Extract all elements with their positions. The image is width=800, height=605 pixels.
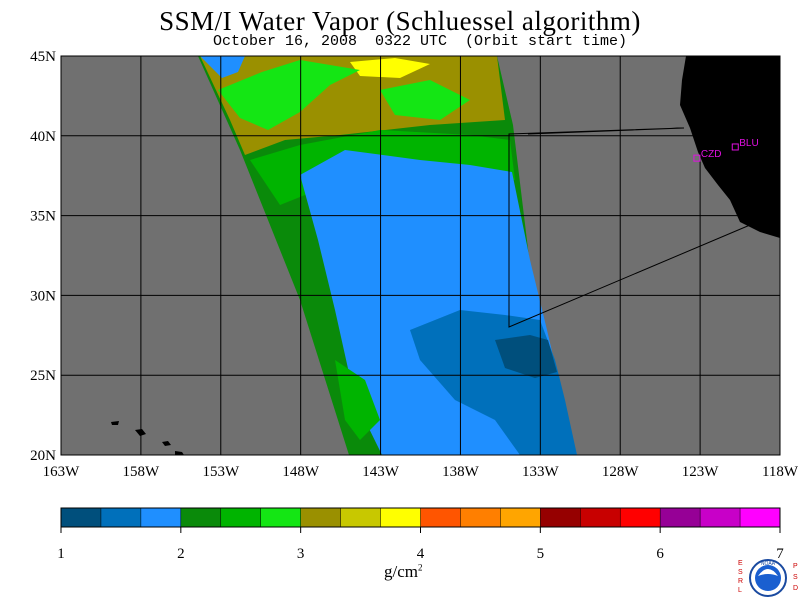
esrl-letter: L [738, 587, 742, 594]
color-bar-tick-label: 6 [656, 546, 664, 562]
color-bar [60, 507, 781, 528]
longitude-label: 153W [202, 464, 240, 480]
color-bar-segment [260, 508, 302, 527]
station-marker-icon [693, 154, 701, 162]
color-bar-segment [180, 508, 222, 527]
color-bar-segment [660, 508, 701, 527]
longitude-label: 158W [123, 464, 161, 480]
logo-text: NOAA [761, 561, 776, 567]
swath-core-darkest [495, 335, 557, 378]
color-bar-tick-label: 1 [57, 546, 65, 562]
esrl-letter: R [738, 578, 743, 585]
psd-letter: P [793, 563, 798, 570]
color-bar-segment [140, 508, 182, 527]
latitude-label: 45N [30, 49, 56, 65]
longitude-label: 163W [43, 464, 81, 480]
latitude-label: 20N [30, 448, 56, 464]
units-label: g/cm [384, 562, 418, 581]
station-label: CZD [701, 149, 722, 160]
map-plot-area: CZD BLU [61, 56, 780, 455]
latitude-label: 30N [30, 288, 56, 304]
longitude-label: 138W [442, 464, 480, 480]
latitude-label: 35N [30, 209, 56, 225]
color-bar-segment [420, 508, 461, 527]
color-bar-segment [700, 508, 741, 527]
color-bar-units: g/cm2 [384, 562, 423, 582]
color-bar-tick-label: 3 [297, 546, 305, 562]
color-bar-tick-label: 4 [417, 546, 425, 562]
longitude-label: 133W [522, 464, 560, 480]
swath-edge-blue-north [200, 56, 245, 78]
color-bar-segment [620, 508, 661, 527]
color-bar-segment [340, 508, 382, 527]
swath-edge-green-south [335, 360, 380, 440]
island-hawaii-3 [162, 441, 171, 446]
longitude-label: 118W [762, 464, 799, 480]
color-bar-segment [380, 508, 421, 527]
latitude-label: 25N [30, 368, 56, 384]
color-bar-segment [500, 508, 541, 527]
land-masses [111, 56, 780, 455]
map-subtitle: October 16, 2008 0322 UTC (Orbit start t… [212, 33, 628, 50]
color-bar-tick-label: 5 [537, 546, 545, 562]
lat-lon-grid [61, 56, 780, 455]
color-bar-tick-label: 7 [776, 546, 784, 562]
longitude-label: 123W [682, 464, 720, 480]
psd-letter: D [793, 585, 798, 592]
swath-band-bright-green-mid [380, 80, 470, 120]
color-bar-segment [220, 508, 262, 527]
island-hawaii-1 [111, 421, 119, 425]
satellite-swath [198, 56, 577, 455]
color-bar-segment [580, 508, 621, 527]
land-california [680, 56, 780, 238]
esrl-letter: E [738, 560, 743, 567]
longitude-label: 128W [602, 464, 640, 480]
map-title: SSM/I Water Vapor (Schluessel algorithm) [159, 6, 641, 36]
color-bar-tick-labels: 1 2 3 4 5 6 7 [57, 527, 784, 562]
color-bar-tick-label: 2 [177, 546, 185, 562]
map-frame [60, 55, 781, 456]
color-bar-segment [740, 508, 781, 527]
swath-band-bright-green-north [218, 60, 360, 130]
longitude-labels: 163W 158W 153W 148W 143W 138W 133W 128W 123W 118W [43, 464, 799, 480]
station-marker-icon [731, 143, 739, 151]
color-bar-segment [61, 508, 102, 527]
flight-track [508, 127, 751, 328]
latitude-label: 40N [30, 129, 56, 145]
latitude-labels: 45N 40N 35N 30N 25N 20N [30, 49, 56, 464]
station-markers: CZD BLU [693, 138, 759, 162]
psd-letter: S [793, 574, 798, 581]
color-bar-segment [540, 508, 581, 527]
units-superscript: 2 [418, 562, 423, 573]
longitude-label: 148W [282, 464, 320, 480]
station-label: BLU [739, 138, 758, 149]
color-bar-segment [460, 508, 501, 527]
island-hawaii-4 [175, 451, 184, 455]
color-bar-segment [300, 508, 342, 527]
color-bar-segment [100, 508, 142, 527]
longitude-label: 143W [362, 464, 400, 480]
esrl-letter: S [738, 569, 743, 576]
swath-patch-yellow [350, 58, 430, 78]
